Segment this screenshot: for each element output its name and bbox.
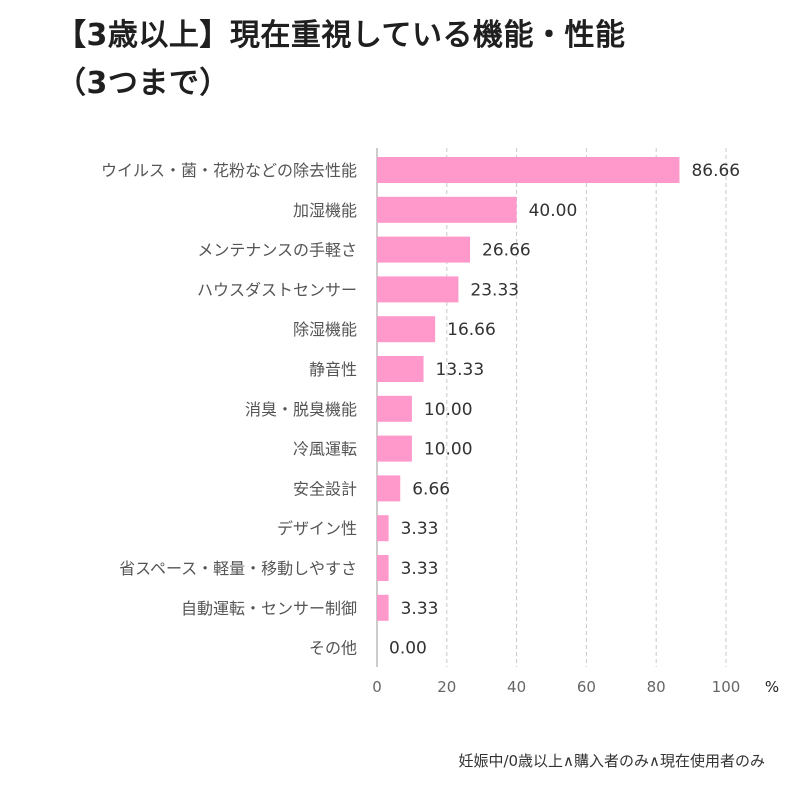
bar	[377, 316, 436, 343]
category-label: メンテナンスの手軽さ	[197, 241, 357, 260]
value-label: 6.66	[412, 479, 450, 499]
bar	[377, 196, 517, 223]
value-label: 3.33	[401, 599, 439, 619]
category-label: 安全設計	[293, 479, 357, 498]
bar	[377, 475, 401, 502]
value-label: 0.00	[389, 639, 427, 659]
x-tick-label: 40	[507, 678, 526, 696]
value-label: 3.33	[401, 559, 439, 579]
bar	[377, 555, 389, 581]
bar	[377, 515, 389, 542]
category-label: その他	[309, 639, 357, 658]
value-label: 10.00	[424, 440, 473, 460]
category-label: 静音性	[309, 360, 357, 379]
chart-title: 【3歳以上】現在重視している機能・性能 （3つまで）	[56, 12, 756, 108]
value-label: 23.33	[470, 280, 519, 300]
x-unit-label: %	[765, 678, 779, 696]
chart-footnote: 妊娠中/0歳以上∧購入者のみ∧現在使用者のみ	[458, 752, 765, 770]
x-tick-label: 20	[437, 678, 456, 696]
x-tick-label: 0	[372, 678, 382, 696]
category-label: 加湿機能	[293, 201, 357, 220]
value-label: 40.00	[529, 201, 578, 221]
category-label: 省スペース・軽量・移動しやすさ	[119, 559, 357, 578]
chart-title-line-1: 【3歳以上】現在重視している機能・性能	[56, 18, 626, 53]
bar	[377, 356, 424, 382]
chart-title-line-2: （3つまで）	[56, 66, 230, 101]
bar	[377, 594, 389, 621]
category-label: 冷風運転	[293, 440, 357, 459]
bar	[377, 157, 680, 183]
bar	[377, 395, 412, 422]
value-label: 16.66	[447, 320, 496, 340]
value-label: 86.66	[691, 161, 740, 181]
category-label: デザイン性	[277, 519, 357, 538]
category-label: 除湿機能	[293, 320, 357, 339]
bar	[377, 276, 459, 303]
bar	[377, 435, 412, 462]
bar	[377, 236, 471, 263]
category-label: ハウスダストセンサー	[197, 280, 357, 299]
category-label: ウイルス・菌・花粉などの除去性能	[101, 161, 357, 180]
x-tick-label: 80	[647, 678, 666, 696]
value-label: 26.66	[482, 241, 531, 261]
x-tick-label: 100	[712, 678, 741, 696]
value-label: 3.33	[401, 519, 439, 539]
x-tick-label: 60	[577, 678, 596, 696]
value-label: 10.00	[424, 400, 473, 420]
value-label: 13.33	[436, 360, 485, 380]
category-label: 自動運転・センサー制御	[181, 599, 357, 618]
category-label: 消臭・脱臭機能	[245, 400, 357, 419]
